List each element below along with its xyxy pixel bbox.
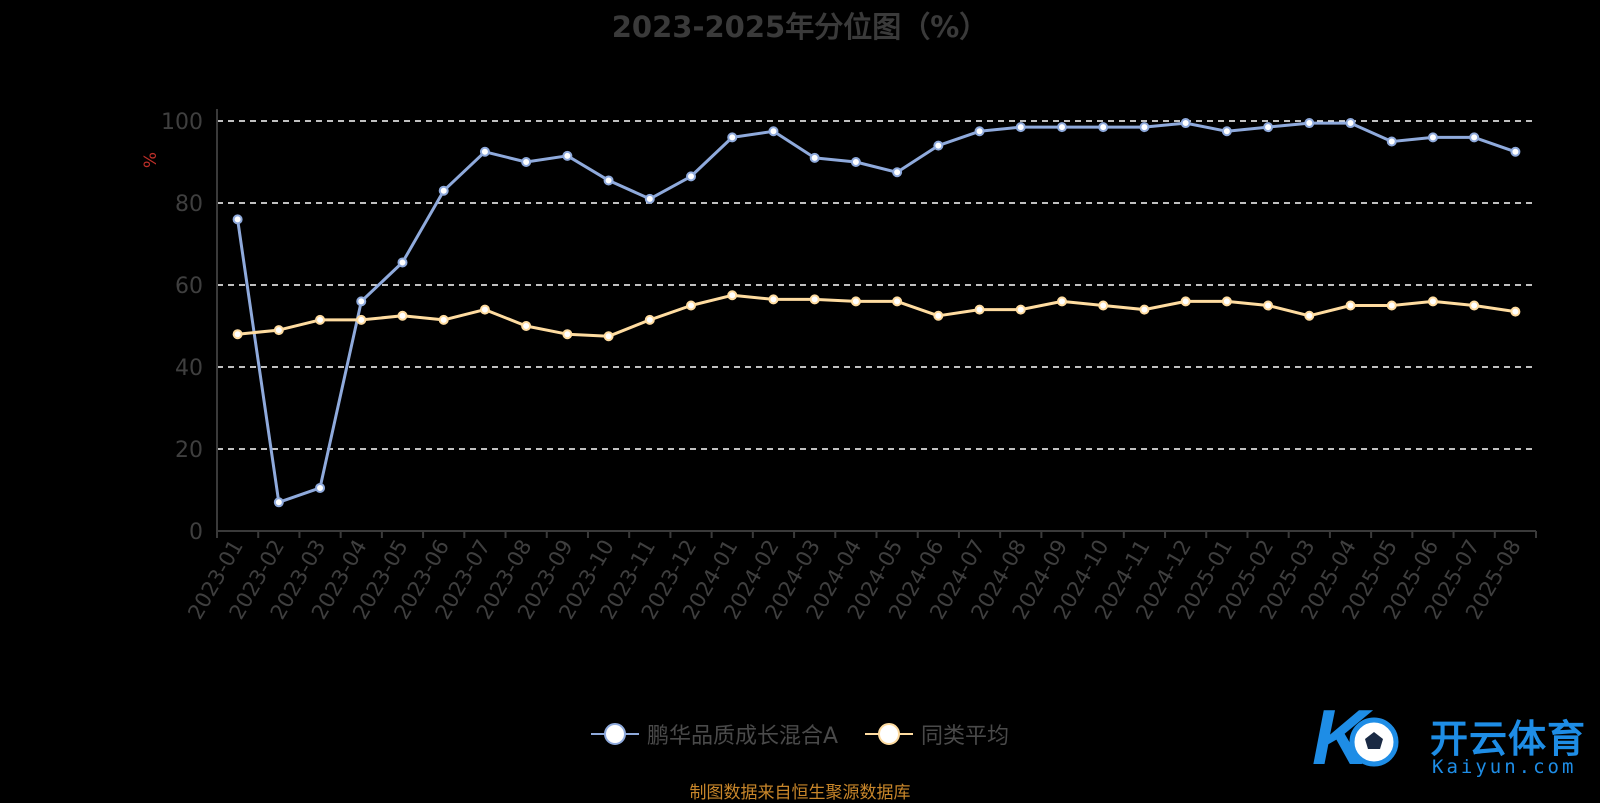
point-0-2023-09 [562,150,573,161]
point-1-2025-03 [1304,310,1315,321]
point-1-2025-01 [1221,296,1232,307]
point-1-2024-06 [933,310,944,321]
point-0-2024-06 [933,140,944,151]
axes [216,109,1537,538]
point-0-2025-02 [1263,122,1274,133]
point-0-2024-01 [727,132,738,143]
y-tick-label-80: 80 [175,192,203,217]
point-0-2023-05 [397,257,408,268]
logo-text: 开云体育 [1430,717,1587,761]
point-1-2024-03 [809,294,820,305]
y-tick-label-60: 60 [175,274,203,299]
point-1-2023-07 [479,304,490,315]
point-1-2024-10 [1098,300,1109,311]
point-0-2023-04 [356,296,367,307]
point-1-2023-10 [603,331,614,342]
point-0-2025-03 [1304,118,1315,129]
point-1-2024-04 [850,296,861,307]
point-1-2025-07 [1469,300,1480,311]
grid-lines [217,120,1536,450]
point-0-2023-02 [273,497,284,508]
point-1-2023-04 [356,314,367,325]
point-1-2025-04 [1345,300,1356,311]
y-tick-label-40: 40 [175,356,203,381]
point-0-2025-04 [1345,118,1356,129]
point-0-2024-11 [1139,122,1150,133]
point-0-2024-02 [768,126,779,137]
point-0-2025-01 [1221,126,1232,137]
point-0-2025-08 [1510,146,1521,157]
point-0-2024-03 [809,152,820,163]
point-1-2024-05 [892,296,903,307]
legend-item-average[interactable]: 同类平均 [865,718,1009,750]
point-0-2023-10 [603,175,614,186]
point-0-2024-12 [1180,118,1191,129]
point-0-2024-07 [974,126,985,137]
point-0-2023-08 [521,157,532,167]
series-line-1 [237,293,1516,338]
point-1-2025-06 [1427,296,1438,307]
point-0-2025-06 [1427,132,1438,143]
legend-label-fund: 鹏华品质成长混合A [646,724,839,749]
legend-label-average: 同类平均 [921,724,1010,749]
point-1-2024-11 [1139,304,1150,315]
y-tick-label-20: 20 [175,438,203,463]
legend-marker-average [865,723,914,745]
point-1-2023-11 [644,314,655,325]
series-line-0 [236,121,1516,504]
point-1-2024-08 [1015,304,1026,315]
kaiyun-logo: K [1312,696,1399,781]
point-1-2025-05 [1386,300,1397,311]
point-1-2023-08 [521,321,532,331]
point-1-2024-12 [1180,296,1191,307]
point-1-2023-06 [438,314,449,325]
series-lines [236,121,1516,504]
series-points [232,118,1521,508]
point-0-2025-05 [1386,136,1397,147]
point-1-2024-07 [974,304,985,315]
point-1-2025-02 [1263,300,1274,311]
point-0-2023-01 [232,214,243,225]
point-1-2024-01 [727,290,738,301]
point-0-2025-07 [1469,132,1480,143]
point-0-2023-07 [479,146,490,157]
point-1-2023-12 [686,300,697,311]
point-0-2024-05 [892,167,903,178]
point-1-2023-05 [397,310,408,321]
point-1-2025-08 [1510,306,1521,317]
y-tick-labels: 0 20 40 60 80 100 [161,110,203,545]
point-1-2023-01 [232,329,243,340]
point-1-2023-09 [562,329,573,340]
point-0-2024-10 [1098,122,1109,133]
point-1-2023-02 [273,325,284,336]
logo-subtext: Kaiyun.com [1432,756,1577,778]
y-axis-label: % [141,152,161,168]
legend-marker-fund [590,723,639,745]
legend-item-fund[interactable]: 鹏华品质成长混合A [590,718,839,750]
y-tick-label-0: 0 [189,520,203,545]
line-chart: 0 20 40 60 80 100 2023-012023-022023-032023-0… [141,109,1537,624]
y-tick-label-100: 100 [161,110,203,135]
point-0-2023-11 [644,193,655,204]
chart-title: 2023-2025年分位图（%） [611,10,989,44]
point-1-2024-09 [1056,296,1067,307]
x-tick-labels: 2023-012023-022023-032023-042023-052023-… [183,536,1525,624]
legend: 鹏华品质成长混合A 同类平均 [0,718,1600,751]
point-1-2024-02 [768,294,779,305]
point-0-2024-09 [1056,122,1067,133]
data-source-note: 制图数据来自恒生聚源数据库 [689,783,911,803]
point-0-2023-03 [315,482,326,493]
point-1-2023-03 [315,314,326,325]
point-0-2024-08 [1015,122,1026,133]
point-0-2023-06 [438,185,449,196]
point-0-2023-12 [686,171,697,182]
point-0-2024-04 [850,157,861,167]
